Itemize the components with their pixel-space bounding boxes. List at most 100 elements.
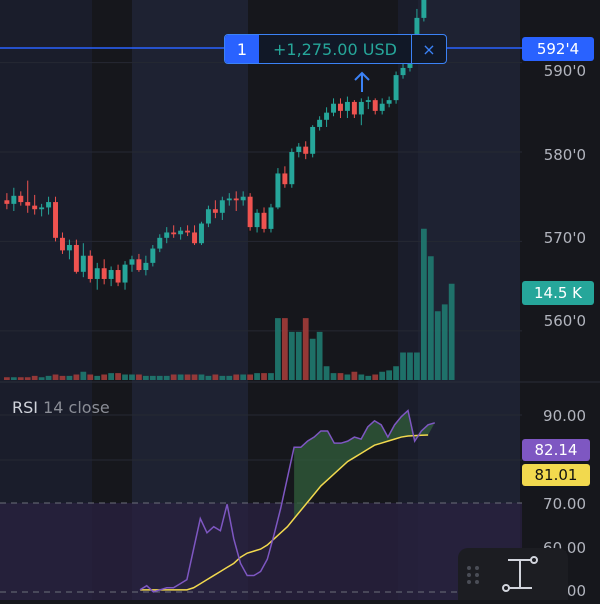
candle-body (317, 119, 323, 127)
session-band (132, 0, 248, 600)
volume-bar (427, 256, 434, 380)
volume-bar (400, 352, 406, 380)
candle-body (122, 264, 128, 283)
volume-bar (233, 374, 240, 380)
candle-body (115, 270, 121, 283)
session-band (0, 0, 92, 600)
volume-bar (136, 374, 142, 380)
candle-body (379, 103, 385, 111)
order-pnl: +1,275.00 USD (259, 35, 412, 63)
candle-body (219, 200, 225, 213)
candle-body (393, 75, 399, 101)
rsi-params: 14 close (43, 398, 110, 417)
volume-bar (407, 352, 413, 380)
rsi-indicator-title[interactable]: RSI 14 close (12, 398, 110, 417)
candle-body (275, 173, 281, 208)
rsi-band-fill (0, 503, 522, 600)
candle-body (46, 202, 52, 208)
candle-body (247, 196, 253, 228)
session-band (418, 0, 520, 600)
volume-bar (80, 371, 87, 380)
rsi-ma-value-tag: 81.01 (522, 464, 590, 486)
candle-body (192, 232, 197, 244)
order-quantity[interactable]: 1 (225, 35, 259, 63)
volume-bar (288, 331, 295, 380)
volume-tag: 14.5 K (522, 281, 594, 305)
candle-body (338, 103, 343, 111)
current-price-tag: 592'4 (522, 37, 594, 61)
rsi-label-70: 70.00 (543, 495, 586, 513)
drawing-tool-widget[interactable] (458, 548, 568, 600)
candle-body (310, 126, 316, 154)
candle-body (414, 17, 420, 45)
volume-bar (191, 374, 198, 380)
candle-body (108, 270, 114, 279)
volume-bar (115, 373, 121, 380)
candle-body (18, 195, 24, 203)
candle-body (80, 255, 86, 272)
candle-body (331, 103, 336, 113)
volume-bar (240, 374, 247, 380)
volume-bar (344, 374, 351, 380)
volume-bar (441, 304, 448, 380)
candle-body (136, 259, 142, 271)
volume-bar (330, 373, 337, 380)
candle-body (324, 112, 330, 120)
position-order-box[interactable]: 1 +1,275.00 USD × (224, 34, 447, 64)
candle-body (289, 152, 295, 185)
candle-body (303, 146, 309, 154)
volume-bar (198, 374, 205, 380)
volume-bar (219, 375, 226, 380)
volume-bar (309, 338, 316, 380)
volume-bar (282, 318, 288, 380)
rsi-name: RSI (12, 398, 38, 417)
volume-bar (247, 374, 253, 380)
volume-bar (386, 370, 392, 380)
volume-bar (254, 373, 260, 380)
volume-bar (379, 371, 386, 380)
volume-bar (372, 374, 379, 380)
volume-bar (45, 375, 52, 380)
volume-bar (66, 375, 73, 380)
candle-body (143, 262, 149, 271)
measure-tool-icon[interactable] (502, 556, 538, 592)
volume-bar (226, 375, 233, 380)
volume-bar (337, 373, 344, 380)
candle-body (205, 209, 211, 224)
volume-bar (421, 228, 427, 380)
session-band (398, 0, 418, 600)
volume-bar (448, 283, 455, 380)
candle-body (66, 244, 72, 251)
volume-bar (149, 375, 156, 380)
price-label-590: 590'0 (543, 62, 586, 80)
volume-bar (59, 375, 66, 380)
volume-bar (170, 374, 177, 380)
candle-body (53, 202, 58, 238)
volume-bar (31, 375, 38, 380)
candle-body (240, 196, 246, 201)
rsi-zone (0, 502, 522, 600)
drag-handle-icon[interactable] (467, 566, 479, 584)
price-label-560: 560'0 (543, 312, 586, 330)
volume-bar (261, 373, 267, 380)
candle-body (178, 230, 184, 235)
volume-bar (73, 374, 80, 380)
candle-body (365, 100, 371, 102)
candle-body (372, 100, 378, 111)
candle-body (351, 101, 357, 115)
volume-bar (365, 375, 372, 380)
close-icon[interactable]: × (422, 39, 436, 59)
volume-bar (316, 331, 323, 380)
volume-bar (143, 375, 149, 380)
candle-body (386, 100, 392, 104)
candle-body (185, 230, 191, 233)
candle-body (39, 207, 45, 210)
candle-body (164, 232, 170, 238)
candle-body (32, 205, 38, 210)
rsi-overbought-fill (294, 410, 435, 519)
volume-bar (24, 377, 31, 380)
volume-bar (87, 374, 94, 380)
candle-body (150, 248, 156, 263)
